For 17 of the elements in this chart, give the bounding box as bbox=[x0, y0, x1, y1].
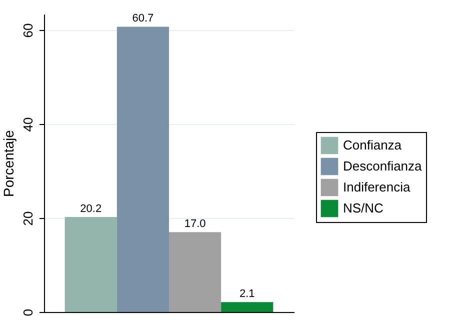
y-tick-label: 0 bbox=[20, 308, 36, 316]
data-label: 17.0 bbox=[184, 218, 206, 230]
data-label: 60.7 bbox=[132, 12, 154, 25]
y-axis-title: Porcentaje bbox=[0, 130, 16, 197]
data-label: 2.1 bbox=[239, 288, 255, 300]
legend-label: Confianza bbox=[343, 138, 402, 152]
legend-label: NS/NC bbox=[343, 200, 384, 216]
y-tick-label: 20 bbox=[20, 211, 36, 226]
bar bbox=[169, 232, 222, 312]
bar bbox=[64, 217, 117, 312]
legend-label: Desconfianza bbox=[343, 158, 423, 174]
y-tick-label: 40 bbox=[20, 117, 36, 132]
bar bbox=[221, 302, 274, 312]
legend-label: Indiferencia bbox=[343, 180, 411, 194]
data-label: 20.2 bbox=[80, 203, 102, 216]
bar bbox=[116, 26, 169, 312]
y-tick-label: 60 bbox=[20, 23, 36, 38]
